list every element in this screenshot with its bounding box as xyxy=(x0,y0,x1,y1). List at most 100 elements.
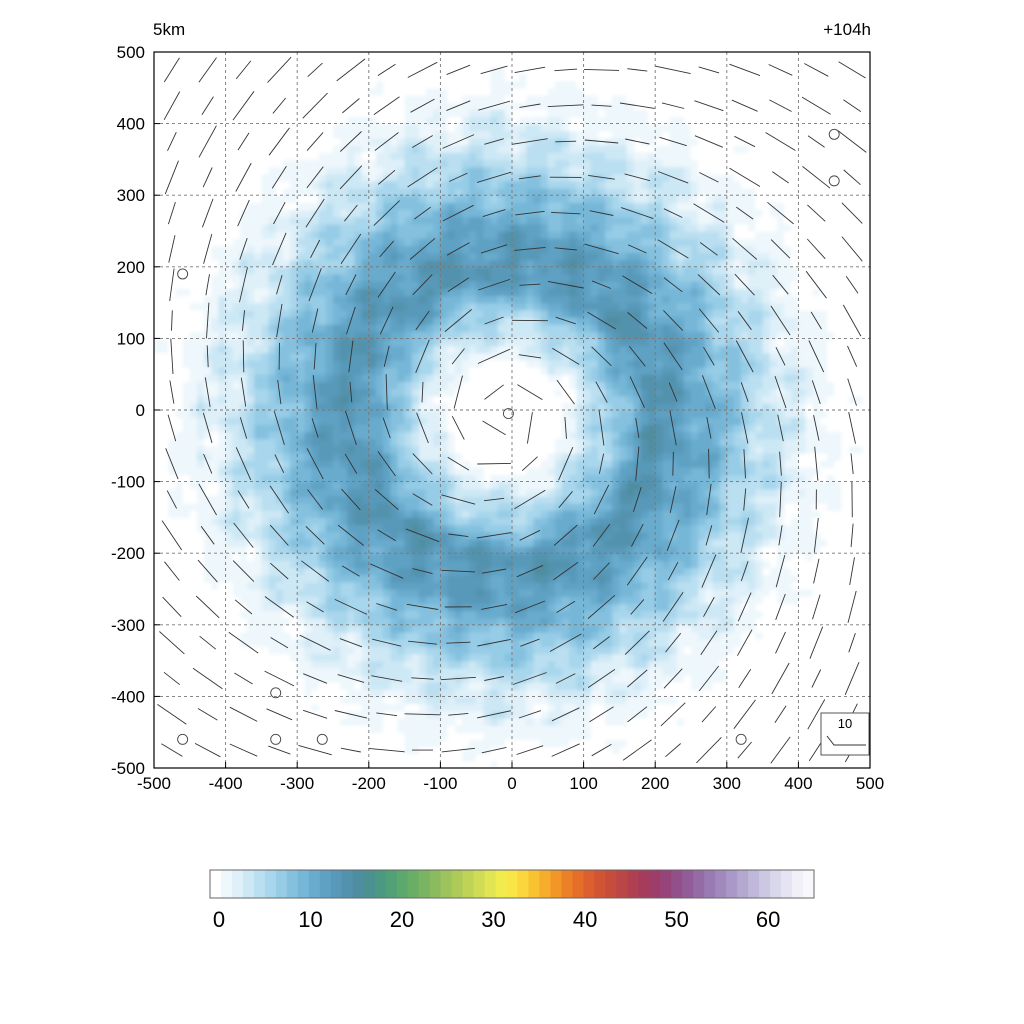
wind-vector xyxy=(595,381,608,403)
wind-vector xyxy=(447,456,470,471)
wind-vector xyxy=(629,376,645,408)
wind-vector xyxy=(412,453,433,475)
wind-speed-field xyxy=(154,52,870,768)
wind-vector xyxy=(737,592,752,622)
wind-vector xyxy=(848,632,856,653)
wind-vector xyxy=(553,524,578,546)
colorbar-swatch xyxy=(330,870,343,898)
x-axis: -500 -400 -300 -200 -100 0 100 200 300 400 500 xyxy=(137,762,884,793)
colorbar-swatch xyxy=(748,870,760,898)
wind-vector xyxy=(736,206,754,220)
wind-vector xyxy=(672,451,674,476)
wind-vector xyxy=(847,345,858,367)
calm-mark xyxy=(270,733,282,745)
wind-vector xyxy=(305,198,325,228)
wind-vector xyxy=(239,237,248,260)
wind-vector xyxy=(476,532,512,539)
colorbar-swatch xyxy=(770,870,782,898)
wind-vector xyxy=(775,554,786,588)
y-tick-label: -400 xyxy=(111,687,145,706)
wind-vector xyxy=(161,520,183,551)
wind-vector xyxy=(449,172,468,182)
wind-vector xyxy=(635,446,640,481)
wind-vector xyxy=(162,596,182,618)
wind-vector xyxy=(657,239,689,259)
wind-vector xyxy=(845,275,859,294)
wind-vector xyxy=(157,704,187,725)
wind-vector xyxy=(805,270,827,299)
wind-vector xyxy=(697,274,721,296)
wind-vector xyxy=(740,561,749,582)
wind-vector xyxy=(663,277,683,293)
wind-vector xyxy=(765,132,796,151)
wind-vector xyxy=(843,169,861,186)
y-tick-label: -100 xyxy=(111,473,145,492)
wind-vector xyxy=(669,486,677,513)
y-tick-label: 400 xyxy=(117,115,145,134)
colorbar-swatch xyxy=(341,870,354,898)
wind-vector xyxy=(372,638,402,647)
chart-title-left: 5km xyxy=(153,20,185,39)
wind-vector xyxy=(345,274,357,296)
wind-vector xyxy=(269,485,289,514)
calm-mark xyxy=(502,408,514,420)
wind-vector xyxy=(235,60,252,80)
wind-vector xyxy=(268,127,290,156)
wind-vector xyxy=(694,100,724,112)
wind-vector xyxy=(272,97,287,114)
wind-vector xyxy=(163,671,181,686)
wind-vector xyxy=(598,453,605,474)
wind-vector xyxy=(804,63,829,77)
wind-vector xyxy=(340,233,362,265)
wind-vector xyxy=(306,448,324,480)
wind-vector xyxy=(313,343,317,370)
wind-vector xyxy=(237,490,250,509)
wind-vector xyxy=(165,448,179,480)
wind-vector xyxy=(838,61,866,79)
y-tick-label: -300 xyxy=(111,616,145,635)
wind-vector xyxy=(311,418,319,438)
x-tick-label: 200 xyxy=(641,774,669,793)
wind-vector xyxy=(693,203,725,223)
wind-vector xyxy=(407,167,438,188)
wind-vector xyxy=(774,705,787,724)
wind-vector xyxy=(408,640,437,645)
colorbar-swatch xyxy=(605,870,617,898)
x-tick-label: 300 xyxy=(713,774,741,793)
wind-vector xyxy=(660,702,686,727)
colorbar-swatch xyxy=(363,870,376,898)
wind-vector xyxy=(169,268,175,301)
colorbar-swatch xyxy=(671,870,683,898)
wind-vector xyxy=(306,132,324,151)
wind-vector xyxy=(624,630,650,655)
wind-vector xyxy=(276,303,283,338)
wind-vector xyxy=(346,306,356,335)
colorbar-swatch xyxy=(583,870,595,898)
wind-vector xyxy=(237,199,250,227)
wind-vector xyxy=(591,744,612,757)
wind-vector xyxy=(377,529,397,542)
colorbar-swatch xyxy=(352,870,365,898)
wind-vector xyxy=(446,242,470,256)
wind-vector xyxy=(299,634,331,651)
wind-vector xyxy=(202,412,213,444)
wind-vector xyxy=(306,601,324,613)
wind-vector xyxy=(412,274,433,296)
wind-vector xyxy=(307,489,324,510)
calm-mark xyxy=(735,733,747,745)
wind-vector xyxy=(412,568,433,575)
wind-vector xyxy=(164,561,180,581)
wind-vector xyxy=(517,384,543,400)
wind-vector xyxy=(164,160,179,195)
wind-vector xyxy=(770,305,791,336)
wind-vector xyxy=(808,340,825,373)
colorbar-tick-label: 50 xyxy=(664,907,688,932)
colorbar-tick-label: 40 xyxy=(573,907,597,932)
wind-vector xyxy=(767,201,794,225)
wind-vector xyxy=(240,377,247,407)
wind-vector xyxy=(591,280,612,289)
reference-vector-arrow xyxy=(826,735,866,746)
wind-vector xyxy=(699,172,719,183)
wind-vector xyxy=(514,66,546,74)
wind-vector xyxy=(298,744,332,756)
